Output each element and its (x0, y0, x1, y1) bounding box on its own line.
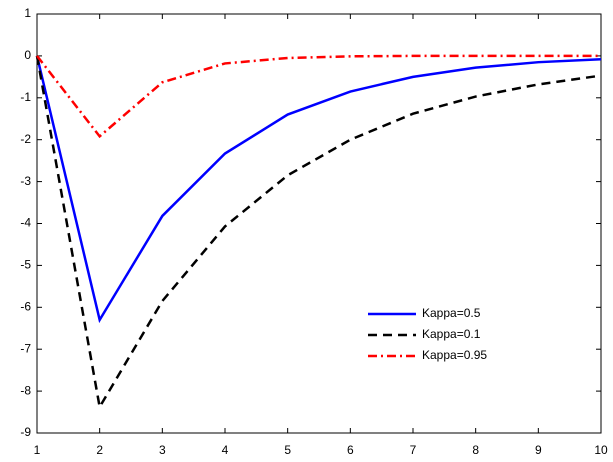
y-tick-label: -1 (20, 90, 31, 104)
y-tick-label: -9 (20, 425, 31, 439)
x-tick-label: 4 (222, 443, 229, 457)
x-tick-label: 9 (535, 443, 542, 457)
series-line (35, 55, 602, 411)
y-tick-label: 0 (24, 48, 31, 62)
y-tick-label: -3 (20, 174, 31, 188)
x-tick-label: 3 (159, 443, 166, 457)
plot-frame (36, 13, 602, 434)
series-line (35, 55, 602, 324)
y-tick-label: -5 (20, 258, 31, 272)
y-tick-label: -6 (20, 299, 31, 313)
legend-label: Kappa=0.5 (422, 306, 481, 320)
y-tick-label: -4 (20, 216, 31, 230)
y-tick-label: -7 (20, 341, 31, 355)
series-line (36, 54, 601, 139)
y-tick-label: -2 (20, 132, 31, 146)
x-tick-label: 7 (410, 443, 417, 457)
y-tick-label: 1 (24, 6, 31, 20)
x-tick-label: 10 (594, 443, 608, 457)
legend-label: Kappa=0.95 (422, 348, 487, 362)
x-tick-label: 1 (34, 443, 41, 457)
x-tick-label: 6 (347, 443, 354, 457)
x-tick-label: 5 (284, 443, 291, 457)
legend-label: Kappa=0.1 (422, 327, 481, 341)
y-tick-label: -8 (20, 383, 31, 397)
x-tick-label: 2 (96, 443, 103, 457)
x-tick-label: 8 (472, 443, 479, 457)
